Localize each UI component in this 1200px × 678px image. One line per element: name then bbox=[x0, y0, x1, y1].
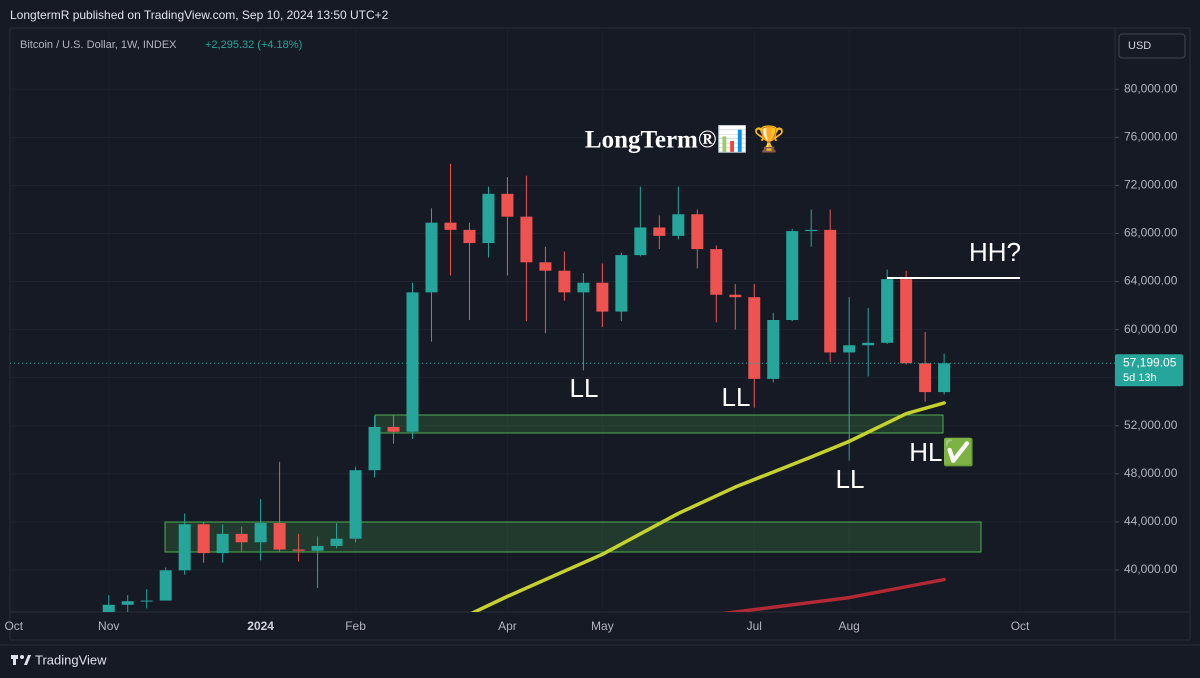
candle-body bbox=[121, 601, 134, 605]
y-tick-label: 68,000.00 bbox=[1124, 226, 1178, 240]
candle-body bbox=[216, 533, 229, 554]
annotation: HH? bbox=[969, 237, 1021, 267]
moving-average bbox=[721, 577, 946, 612]
candle-body bbox=[938, 363, 951, 393]
brand-logo bbox=[11, 655, 31, 665]
symbol: Bitcoin / U.S. Dollar, 1W, INDEX bbox=[20, 39, 177, 51]
candle-body bbox=[425, 222, 438, 293]
last-price-box bbox=[1115, 354, 1183, 387]
candle-body bbox=[577, 282, 590, 293]
candle-body bbox=[653, 227, 666, 236]
candle-body bbox=[387, 426, 400, 432]
candle-body bbox=[539, 262, 552, 271]
annotation: HL✅ bbox=[909, 437, 975, 467]
candle-body bbox=[824, 229, 837, 353]
y-tick-label: 80,000.00 bbox=[1124, 81, 1178, 95]
zones bbox=[164, 414, 982, 553]
support-zone bbox=[374, 414, 944, 434]
x-tick-label: Apr bbox=[498, 619, 517, 633]
candle-body bbox=[558, 270, 571, 293]
candle-body bbox=[748, 297, 761, 379]
candle-body bbox=[596, 282, 609, 312]
candle-body bbox=[672, 214, 685, 236]
candle-body bbox=[235, 533, 248, 543]
annotation: LL bbox=[722, 382, 751, 412]
currency-box[interactable] bbox=[1118, 33, 1186, 59]
y-tick-label: 44,000.00 bbox=[1124, 514, 1178, 528]
change: +2,295.32 (+4.18%) bbox=[205, 39, 302, 51]
frame bbox=[9, 27, 1191, 641]
candle-body bbox=[691, 214, 704, 250]
brand: TradingView bbox=[35, 652, 107, 667]
candle-body bbox=[482, 193, 495, 244]
candle-body bbox=[862, 342, 875, 346]
publisher: LongtermR published on TradingView.com, … bbox=[10, 8, 389, 22]
x-tick-label: Oct bbox=[1011, 619, 1030, 633]
candle-body bbox=[102, 604, 115, 612]
candle-body bbox=[767, 320, 780, 379]
y-tick-label: 64,000.00 bbox=[1124, 274, 1178, 288]
candle-body bbox=[311, 545, 324, 551]
candle-body bbox=[406, 292, 419, 432]
candle-body bbox=[178, 524, 191, 571]
y-tick-label: 40,000.00 bbox=[1124, 562, 1178, 576]
candle-body bbox=[368, 426, 381, 471]
last-price-label: 57,199.05 bbox=[1123, 355, 1177, 369]
candle-body bbox=[900, 279, 913, 364]
x-tick-label: Feb bbox=[345, 619, 366, 633]
candle-body bbox=[710, 249, 723, 295]
moving-average bbox=[470, 401, 946, 612]
candle-body bbox=[444, 222, 457, 230]
candle-body bbox=[463, 229, 476, 244]
x-tick-label: Nov bbox=[98, 619, 119, 633]
candle-body bbox=[881, 279, 894, 343]
x-tick-label: Oct bbox=[4, 619, 23, 633]
candle-body bbox=[786, 231, 799, 320]
candle-body bbox=[140, 600, 153, 602]
y-tick-label: 48,000.00 bbox=[1124, 466, 1178, 480]
candle-body bbox=[520, 216, 533, 263]
candle-body bbox=[919, 363, 932, 393]
annotation: LL bbox=[836, 464, 865, 494]
watermark-title: LongTerm®📊 🏆 bbox=[585, 125, 785, 154]
y-tick-label: 60,000.00 bbox=[1124, 322, 1178, 336]
currency[interactable]: USD bbox=[1128, 40, 1151, 52]
countdown: 5d 13h bbox=[1123, 372, 1157, 384]
candle-body bbox=[843, 345, 856, 353]
support-zone bbox=[164, 521, 982, 553]
x-tick-label: Aug bbox=[839, 619, 860, 633]
x-tick-label: 2024 bbox=[247, 619, 274, 633]
candle-body bbox=[634, 227, 647, 256]
candle-body bbox=[615, 255, 628, 312]
candle-body bbox=[729, 294, 742, 298]
candle-body bbox=[501, 193, 514, 217]
y-tick-label: 72,000.00 bbox=[1124, 178, 1178, 192]
candle-body bbox=[349, 470, 362, 539]
candle-body bbox=[292, 549, 305, 551]
x-tick-label: Jul bbox=[747, 619, 762, 633]
candle-body bbox=[197, 524, 210, 554]
annotation: LL bbox=[570, 373, 599, 403]
y-tick-label: 76,000.00 bbox=[1124, 130, 1178, 144]
candle-body bbox=[805, 229, 818, 232]
candle-body bbox=[273, 523, 286, 550]
candle-body bbox=[254, 523, 267, 543]
plot bbox=[102, 163, 951, 612]
candle-body bbox=[330, 538, 343, 546]
x-tick-label: May bbox=[591, 619, 614, 633]
candle-body bbox=[159, 570, 172, 601]
y-tick-label: 52,000.00 bbox=[1124, 418, 1178, 432]
